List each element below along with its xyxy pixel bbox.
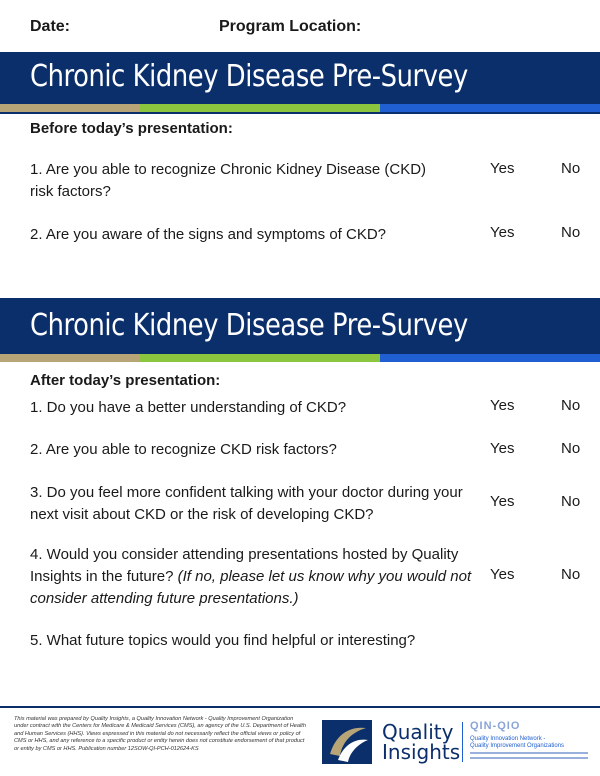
- after-q2-no[interactable]: No: [561, 440, 581, 457]
- survey-title: Chronic Kidney Disease Pre-Survey: [30, 59, 468, 94]
- after-q4-yes[interactable]: Yes: [490, 566, 515, 583]
- survey-title: Chronic Kidney Disease Pre-Survey: [30, 308, 468, 343]
- stripe-green: [140, 354, 380, 362]
- brand-divider: [462, 722, 463, 762]
- after-q1-yes[interactable]: Yes: [490, 397, 515, 414]
- footer-disclaimer: This material was prepared by Quality In…: [14, 716, 306, 752]
- stripe-gold: [0, 354, 140, 362]
- form-header: Date: Program Location:: [30, 18, 570, 40]
- before-q2-yes[interactable]: Yes: [490, 224, 515, 241]
- stripe-blue: [380, 104, 600, 112]
- before-q2-no[interactable]: No: [561, 224, 581, 241]
- before-q1-yes[interactable]: Yes: [490, 160, 515, 177]
- before-question-1: 1. Are you able to recognize Chronic Kid…: [30, 161, 427, 200]
- color-stripe: [0, 104, 600, 112]
- after-question-4: 4. Would you consider attending presenta…: [30, 544, 480, 610]
- after-section-label: After today’s presentation:: [30, 372, 221, 389]
- stripe-green: [140, 104, 380, 112]
- after-question-2: 2. Are you able to recognize CKD risk fa…: [30, 441, 337, 458]
- brand-name-line1: Quality: [382, 720, 454, 744]
- after-question-3: 3. Do you feel more confident talking wi…: [30, 484, 463, 523]
- before-question-2: 2. Are you aware of the signs and sympto…: [30, 226, 387, 243]
- quality-insights-logo-icon: [322, 720, 372, 764]
- footer-divider: [0, 706, 600, 708]
- program-location-label: Program Location:: [219, 18, 362, 35]
- date-label: Date:: [30, 18, 71, 35]
- network-line-1: Quality Innovation Network -: [470, 736, 546, 742]
- after-q1-no[interactable]: No: [561, 397, 581, 414]
- after-question-5: 5. What future topics would you find hel…: [30, 632, 416, 649]
- after-q3-no[interactable]: No: [561, 493, 581, 510]
- survey-banner-after: Chronic Kidney Disease Pre-Survey: [0, 298, 600, 360]
- after-q4-no[interactable]: No: [561, 566, 581, 583]
- before-q1-no[interactable]: No: [561, 160, 581, 177]
- brand-name-line2: Insights: [382, 740, 461, 764]
- after-question-4-text: 4. Would you consider attending presenta…: [30, 546, 459, 585]
- after-q3-yes[interactable]: Yes: [490, 493, 515, 510]
- after-question-1: 1. Do you have a better understanding of…: [30, 399, 347, 416]
- qin-qio-label: QIN-QIO: [470, 720, 521, 732]
- after-q2-yes[interactable]: Yes: [490, 440, 515, 457]
- color-stripe: [0, 354, 600, 362]
- fine-print-line: [470, 757, 588, 759]
- fine-print-line: [470, 752, 588, 754]
- before-section-label: Before today’s presentation:: [30, 120, 233, 137]
- network-line-2: Quality Improvement Organizations: [470, 743, 565, 749]
- stripe-blue: [380, 354, 600, 362]
- footer-fine-print-lines: [470, 752, 588, 762]
- stripe-gold: [0, 104, 140, 112]
- after-question-4-note: (If no, please let us know why you would…: [30, 568, 472, 607]
- survey-banner-before: Chronic Kidney Disease Pre-Survey: [0, 52, 600, 114]
- network-description: Quality Innovation Network - Quality Imp…: [470, 736, 595, 750]
